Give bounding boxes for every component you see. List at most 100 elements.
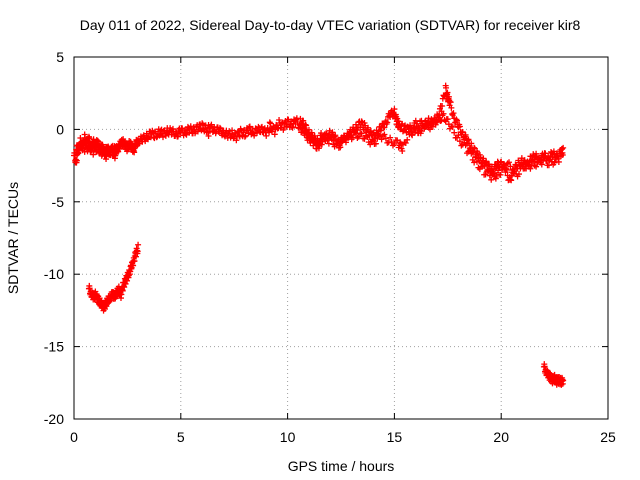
data-point: [450, 110, 457, 117]
data-point: [483, 158, 490, 165]
data-point: [512, 161, 519, 168]
data-point: [261, 126, 268, 133]
data-point: [337, 144, 344, 151]
data-point: [559, 151, 566, 158]
data-point: [479, 163, 486, 170]
data-point: [530, 158, 537, 165]
data-point: [455, 132, 462, 139]
data-point: [294, 119, 301, 126]
data-point: [144, 135, 151, 142]
data-point: [118, 291, 125, 298]
data-point: [543, 157, 550, 164]
data-point: [448, 104, 455, 111]
data-point: [548, 158, 555, 165]
data-point: [361, 119, 368, 126]
data-point: [300, 117, 307, 124]
data-point: [440, 110, 447, 117]
data-point: [328, 136, 335, 143]
data-point: [187, 123, 194, 130]
data-point: [119, 287, 126, 294]
data-point: [538, 161, 545, 168]
x-tick-label: 5: [177, 429, 185, 445]
x-tick-label: 10: [280, 429, 296, 445]
data-point: [113, 147, 120, 154]
data-point: [444, 116, 451, 123]
data-point: [289, 124, 296, 131]
data-point: [302, 121, 309, 128]
data-point: [303, 122, 310, 129]
data-point: [451, 129, 458, 136]
chart-title: Day 011 of 2022, Sidereal Day-to-day VTE…: [80, 17, 581, 33]
data-point: [531, 162, 538, 169]
series-low-segment-2: [540, 361, 567, 388]
data-point: [271, 131, 278, 138]
data-point: [86, 134, 93, 141]
data-point: [490, 170, 497, 177]
data-point: [485, 167, 492, 174]
data-point: [488, 176, 495, 183]
data-point: [560, 144, 567, 151]
data-point: [226, 128, 233, 135]
data-point: [134, 248, 141, 255]
data-point: [459, 128, 466, 135]
data-point: [497, 171, 504, 178]
data-point: [266, 129, 273, 136]
data-point: [534, 159, 541, 166]
y-tick-label: -15: [44, 339, 64, 355]
data-point: [263, 132, 270, 139]
data-point: [104, 144, 111, 151]
data-point: [521, 165, 528, 172]
data-point: [384, 119, 391, 126]
data-point: [364, 134, 371, 141]
data-point: [551, 159, 558, 166]
data-point: [355, 133, 362, 140]
data-point: [462, 131, 469, 138]
data-point: [431, 118, 438, 125]
data-point: [428, 122, 435, 129]
data-point: [73, 142, 80, 149]
data-point: [503, 165, 510, 172]
data-point: [391, 140, 398, 147]
data-point: [110, 152, 117, 159]
data-point: [439, 102, 446, 109]
data-point: [354, 135, 361, 142]
data-point: [162, 132, 169, 139]
y-tick-label: -10: [44, 266, 64, 282]
x-tick-label: 0: [70, 429, 78, 445]
data-point: [186, 129, 193, 136]
y-tick-label: 0: [56, 121, 64, 137]
data-point: [124, 277, 131, 284]
data-point: [516, 171, 522, 178]
data-point: [350, 134, 357, 141]
data-point: [506, 159, 513, 166]
y-axis-label: SDTVAR / TECUs: [5, 182, 21, 294]
data-point: [415, 124, 422, 131]
data-point: [424, 120, 431, 127]
data-point: [492, 175, 499, 182]
data-point: [533, 163, 540, 170]
data-point: [399, 147, 406, 154]
data-point: [472, 154, 479, 161]
data-point: [332, 132, 339, 139]
data-point: [482, 171, 489, 178]
data-point: [462, 142, 469, 149]
x-tick-label: 20: [493, 429, 509, 445]
data-point: [342, 139, 349, 146]
x-tick-label: 15: [387, 429, 403, 445]
data-point: [533, 150, 540, 157]
x-axis-label: GPS time / hours: [288, 458, 395, 474]
data-point: [216, 124, 223, 131]
data-point: [381, 124, 388, 131]
data-point: [464, 137, 471, 144]
grid: [74, 57, 608, 419]
data-point: [471, 159, 478, 166]
ticks: 0 5 10 15 20 25 5 0 -5 -10 -15 -20: [44, 49, 616, 445]
data-point: [541, 363, 548, 370]
data-point: [311, 132, 318, 139]
data-point: [94, 141, 101, 148]
data-point: [199, 120, 206, 127]
data-point: [418, 117, 425, 124]
data-point: [554, 152, 561, 159]
data-point: [456, 138, 463, 145]
data-point: [205, 133, 212, 140]
